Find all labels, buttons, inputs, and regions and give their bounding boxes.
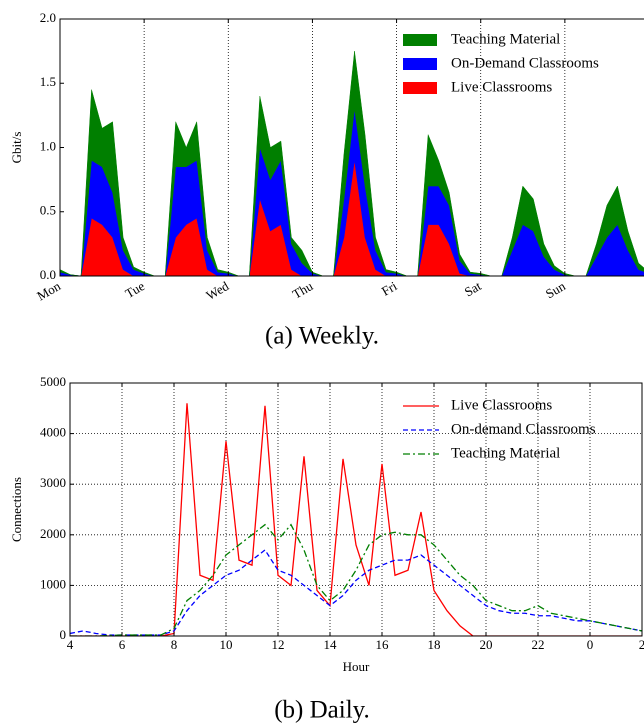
y-axis-label: Gbit/s [9,132,24,164]
x-tick-label: 20 [480,637,493,652]
x-tick-label: Wed [203,278,231,303]
line [70,523,642,636]
area [60,51,644,276]
legend-swatch [403,34,437,46]
legend-label: Live Classrooms [451,79,552,95]
legend-label: On-Demand Classrooms [451,55,599,71]
x-tick-label: Sat [462,278,484,299]
plot-area [60,19,644,276]
legend-label: On-demand Classrooms [451,421,596,437]
y-tick-label: 0.0 [40,267,56,282]
x-tick-label: 4 [67,637,74,652]
y-tick-label: 3000 [40,475,66,490]
legend-label: Live Classrooms [451,397,552,413]
x-tick-label: 12 [272,637,285,652]
x-tick-label: 18 [428,637,441,652]
x-tick-label: 14 [324,637,338,652]
y-tick-label: 1.5 [40,74,56,89]
legend-label: Teaching Material [451,445,560,461]
x-tick-label: 2 [639,637,644,652]
x-axis-label: Hour [343,659,370,674]
y-tick-label: 1000 [40,576,66,591]
y-tick-label: 2.0 [40,10,56,25]
plot-area [70,383,642,636]
x-tick-label: Sun [543,278,568,301]
x-tick-label: Tue [123,278,148,301]
line [70,549,642,636]
plot-frame [69,382,643,637]
x-tick-label: 6 [119,637,126,652]
caption: (a) Weekly. [265,323,379,350]
y-tick-label: 4000 [40,425,66,440]
line [70,403,642,636]
x-tick-label: 0 [587,637,594,652]
x-tick-label: 22 [532,637,545,652]
y-axis-label: Connections [9,477,24,542]
x-tick-label: 10 [220,637,233,652]
y-tick-label: 0 [60,627,67,642]
legend-swatch [403,58,437,70]
y-tick-label: 2000 [40,526,66,541]
x-tick-label: 8 [171,637,178,652]
legend-label: Teaching Material [451,31,560,47]
y-tick-label: 5000 [40,374,66,389]
x-tick-label: Thu [290,278,316,302]
x-tick-label: Fri [379,278,400,299]
y-tick-label: 0.5 [40,203,56,218]
caption: (b) Daily. [274,697,370,724]
legend-swatch [403,82,437,94]
x-tick-label: 16 [376,637,390,652]
y-tick-label: 1.0 [40,138,56,153]
